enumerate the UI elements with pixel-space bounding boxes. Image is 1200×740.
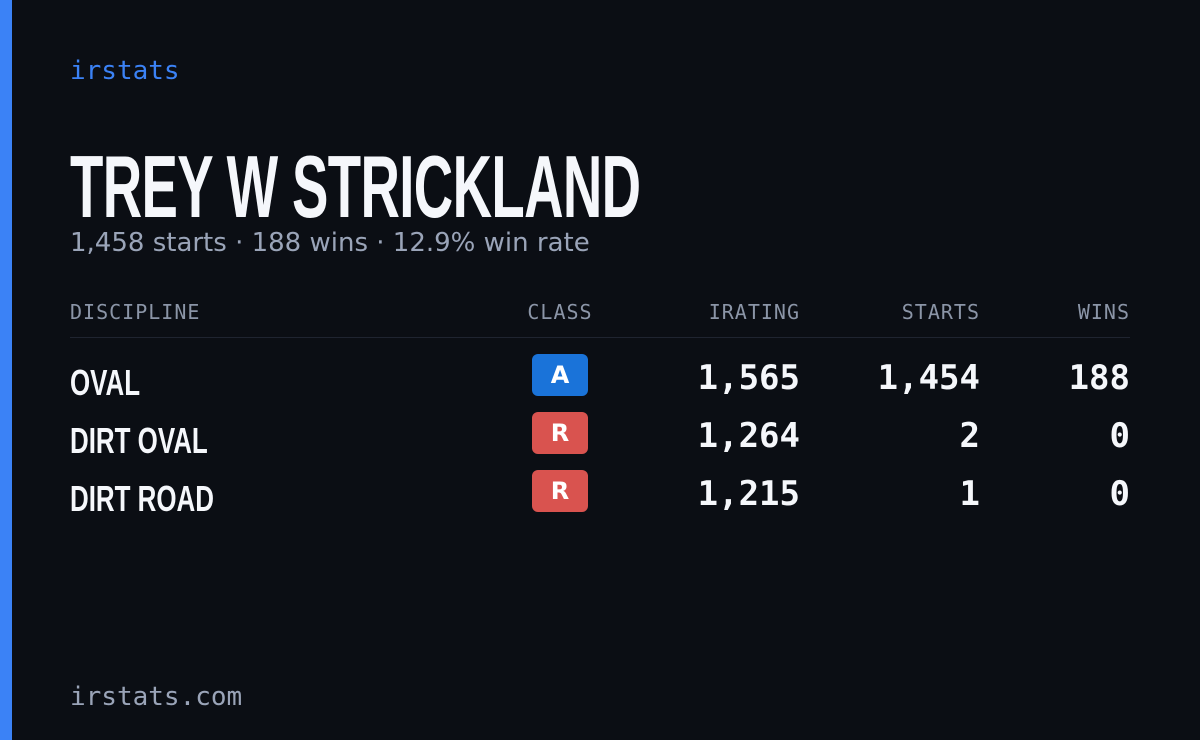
discipline: DIRT OVAL: [70, 420, 208, 461]
column-header: STARTS: [901, 300, 980, 324]
summary: 1,458 starts · 188 wins · 12.9% win rate: [70, 228, 590, 258]
class-badge: A: [532, 354, 588, 396]
brand: irstats: [70, 56, 180, 86]
footer: irstats.com: [70, 682, 243, 712]
class-badge: R: [532, 470, 588, 512]
stat-value: 1: [959, 474, 980, 514]
column-header: DISCIPLINE: [70, 300, 201, 324]
driver-name: TREY W STRICKLAND: [70, 137, 641, 236]
class-badge: R: [532, 412, 588, 454]
column-header: WINS: [1077, 300, 1130, 324]
discipline: DIRT ROAD: [70, 478, 214, 519]
accent-stripe: [0, 0, 12, 740]
discipline: OVAL: [70, 362, 141, 403]
stat-value: 1,215: [697, 474, 800, 514]
stat-value: 1,454: [877, 358, 980, 398]
stat-value: 0: [1109, 474, 1130, 514]
header-rule: [70, 337, 1130, 338]
column-header: IRATING: [708, 300, 800, 324]
column-header: CLASS: [527, 300, 593, 324]
stat-value: 1,264: [697, 416, 800, 456]
stat-value: 1,565: [697, 358, 800, 398]
stat-value: 188: [1068, 358, 1130, 398]
stat-value: 0: [1109, 416, 1130, 456]
stat-value: 2: [959, 416, 980, 456]
